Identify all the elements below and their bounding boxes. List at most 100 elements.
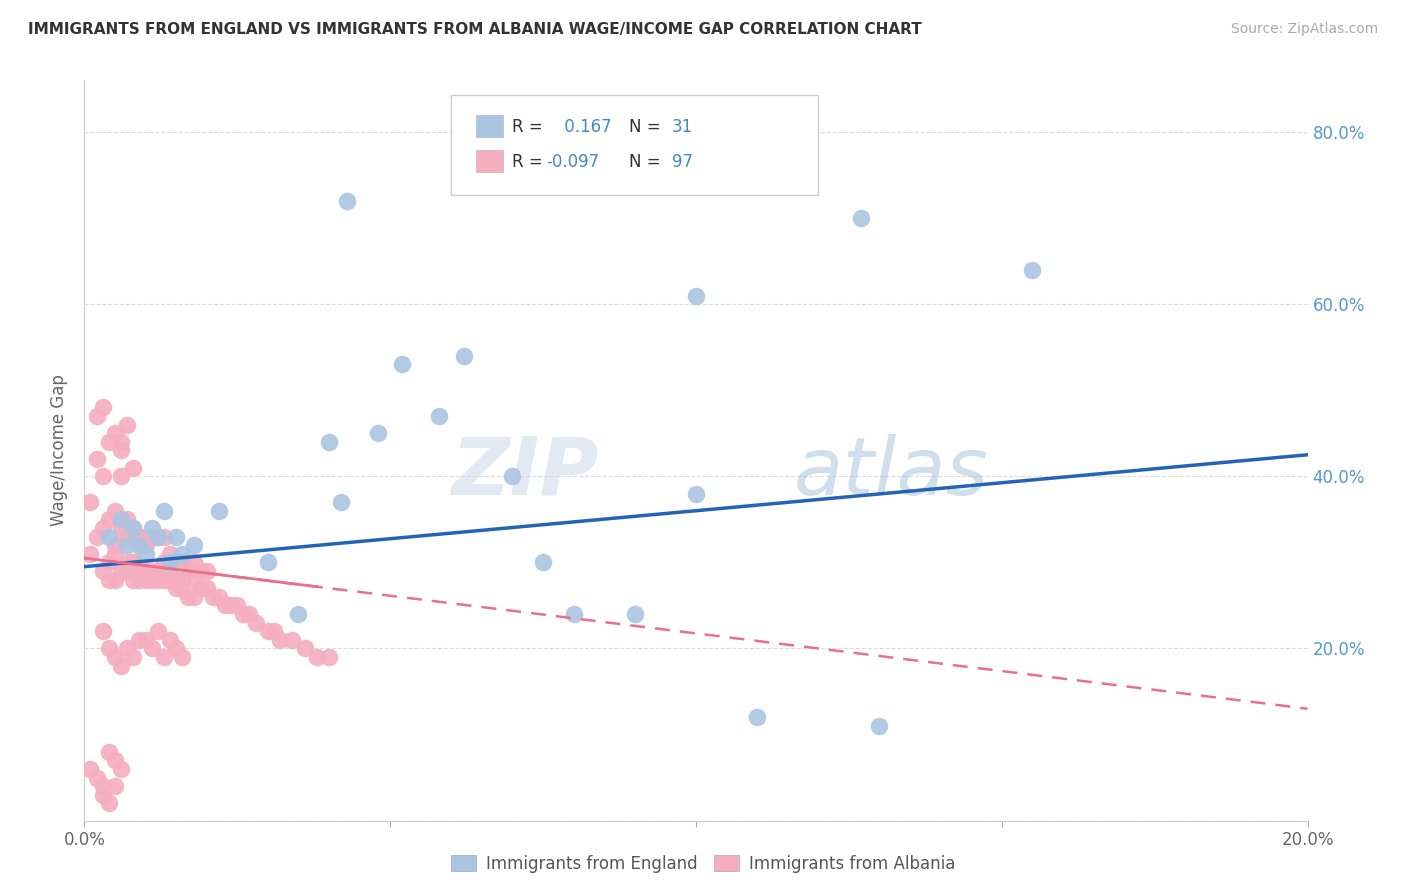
Text: R =: R = [513,153,543,170]
Point [245,615,267,630]
Point [183,538,205,552]
Point [747,710,769,724]
Point [141,641,163,656]
Point [91,469,114,483]
Point [172,547,194,561]
Point [97,434,120,449]
Point [153,530,176,544]
Point [104,573,127,587]
Point [153,650,176,665]
Point [257,624,280,639]
Point [86,452,108,467]
Point [183,573,205,587]
Text: N =: N = [628,153,661,170]
Point [146,564,169,578]
Point [159,564,181,578]
Point [165,530,187,544]
Point [165,641,187,656]
Point [79,495,101,509]
Point [172,581,194,595]
Point [122,650,145,665]
Point [110,564,132,578]
Point [685,486,707,500]
Point [183,555,205,569]
Point [122,521,145,535]
Point [219,599,242,613]
Text: N =: N = [628,118,661,136]
Point [135,538,157,552]
Point [159,547,181,561]
Point [91,564,114,578]
Point [172,650,194,665]
Point [110,521,132,535]
Point [97,641,120,656]
Point [115,538,138,552]
FancyBboxPatch shape [475,150,503,172]
Point [159,632,181,647]
Point [427,409,450,423]
Point [91,779,114,793]
Point [257,555,280,569]
Point [208,504,231,518]
Point [110,512,132,526]
Point [79,547,101,561]
Point [128,538,150,552]
Point [177,564,200,578]
Point [86,771,108,785]
Point [318,650,340,665]
FancyBboxPatch shape [451,95,818,195]
Point [208,590,231,604]
Point [97,512,120,526]
Point [104,426,127,441]
Point [153,555,176,569]
Point [367,426,389,441]
Point [135,530,157,544]
Point [624,607,647,621]
Point [104,538,127,552]
Text: 31: 31 [672,118,693,136]
Point [159,573,181,587]
Point [104,753,127,767]
Point [104,779,127,793]
Point [330,495,353,509]
Point [79,762,101,776]
Point [146,573,169,587]
Point [232,607,254,621]
Point [165,573,187,587]
Text: ZIP: ZIP [451,434,598,512]
Point [97,797,120,811]
Point [122,460,145,475]
Point [135,564,157,578]
Point [172,573,194,587]
Point [104,547,127,561]
Point [165,555,187,569]
Point [110,434,132,449]
Point [562,607,585,621]
Point [190,581,212,595]
Point [269,632,291,647]
Point [287,607,309,621]
Text: IMMIGRANTS FROM ENGLAND VS IMMIGRANTS FROM ALBANIA WAGE/INCOME GAP CORRELATION C: IMMIGRANTS FROM ENGLAND VS IMMIGRANTS FR… [28,22,922,37]
Point [91,788,114,802]
Point [195,581,218,595]
Point [336,194,359,208]
Point [104,650,127,665]
Point [165,581,187,595]
Point [146,530,169,544]
Point [97,745,120,759]
Point [115,555,138,569]
Text: 97: 97 [672,153,693,170]
Point [115,530,138,544]
Point [263,624,285,639]
Point [97,573,120,587]
Text: atlas: atlas [794,434,988,512]
Point [135,547,157,561]
Point [110,762,132,776]
Point [146,624,169,639]
Point [110,658,132,673]
Point [453,349,475,363]
Point [849,211,872,225]
Point [391,357,413,371]
Point [122,573,145,587]
Point [177,590,200,604]
